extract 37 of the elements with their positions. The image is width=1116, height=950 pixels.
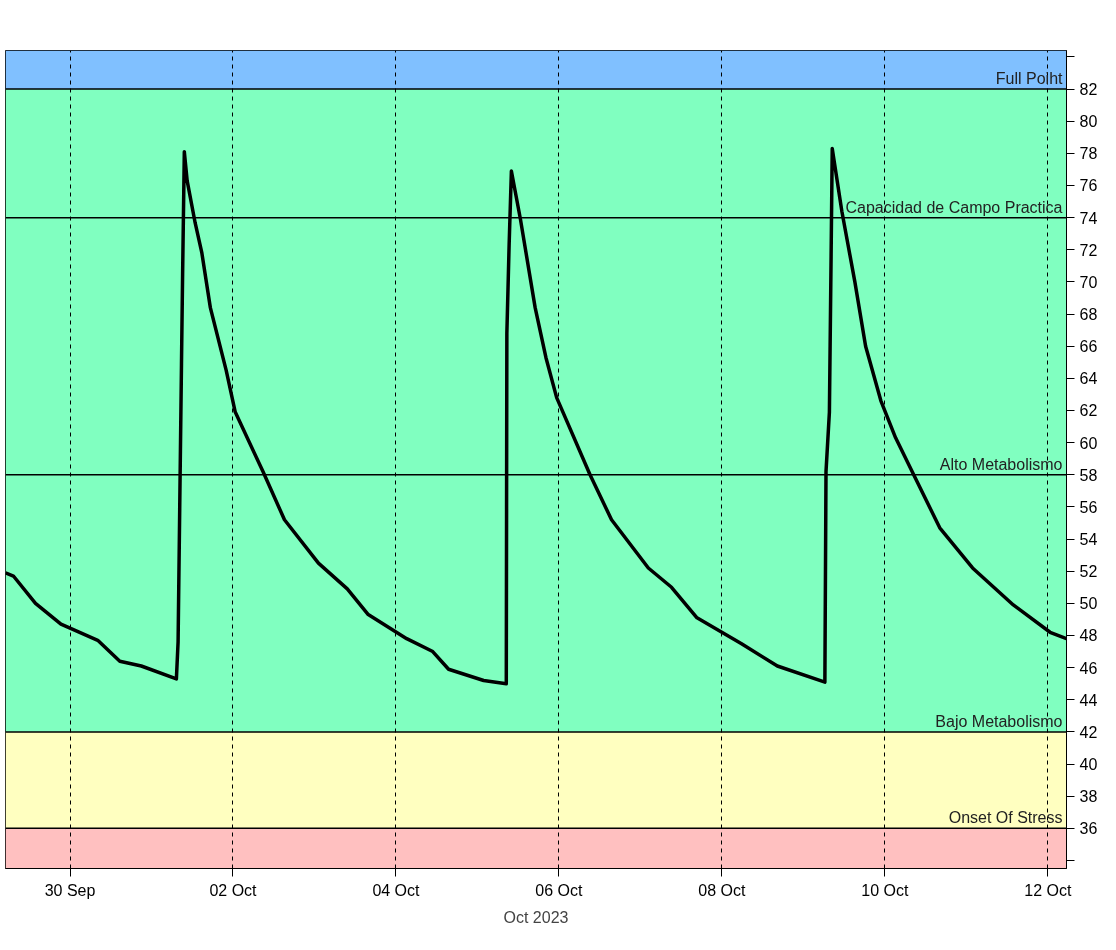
y-tick-label: 60	[1079, 434, 1098, 452]
y-tick-label: 42	[1079, 723, 1098, 741]
y-tick-label: 70	[1079, 273, 1098, 291]
y-tick-label: 82	[1079, 81, 1098, 99]
y-tick-label: 44	[1079, 691, 1098, 709]
y-tick-label: 48	[1079, 627, 1098, 645]
y-tick-label: 80	[1079, 113, 1098, 131]
y-tick-label: 66	[1079, 338, 1098, 356]
x-tick-label: 10 Oct	[861, 881, 909, 899]
x-tick-label: 02 Oct	[209, 881, 258, 899]
y-tick-label: 74	[1079, 209, 1098, 227]
y-tick-label: 40	[1079, 756, 1098, 774]
y-tick-label: 50	[1079, 595, 1098, 613]
ref-line-label: Alto Metabolismo	[939, 455, 1063, 473]
x-tick-label: 04 Oct	[372, 881, 421, 899]
y-tick-label: 72	[1079, 241, 1098, 259]
y-tick-label: 58	[1079, 466, 1098, 484]
y-tick-label: 78	[1079, 145, 1098, 163]
y-tick-label: 46	[1079, 659, 1098, 677]
ref-line-label: Bajo Metabolismo	[935, 712, 1063, 730]
ref-line-label: Capacidad de Campo Practica	[845, 198, 1063, 216]
y-tick-label: 38	[1079, 788, 1098, 806]
x-tick-label: 30 Sep	[44, 881, 96, 899]
y-tick-label: 68	[1079, 306, 1098, 324]
ref-line-label: Onset Of Stress	[948, 809, 1063, 827]
y-tick-label: 64	[1079, 370, 1098, 388]
x-tick-label: 06 Oct	[535, 881, 584, 899]
y-tick-label: 54	[1079, 531, 1098, 549]
y-tick-label: 36	[1079, 820, 1098, 838]
ref-line-label: Full Poiht	[995, 70, 1064, 88]
y-tick-label: 52	[1079, 563, 1098, 581]
x-tick-label: 08 Oct	[698, 881, 747, 899]
y-tick-label: 76	[1079, 177, 1098, 195]
y-tick-label: 62	[1079, 402, 1098, 420]
x-tick-label: 12 Oct	[1024, 881, 1072, 899]
text: Oct 2023	[503, 908, 569, 926]
y-tick-label: 56	[1079, 498, 1098, 516]
